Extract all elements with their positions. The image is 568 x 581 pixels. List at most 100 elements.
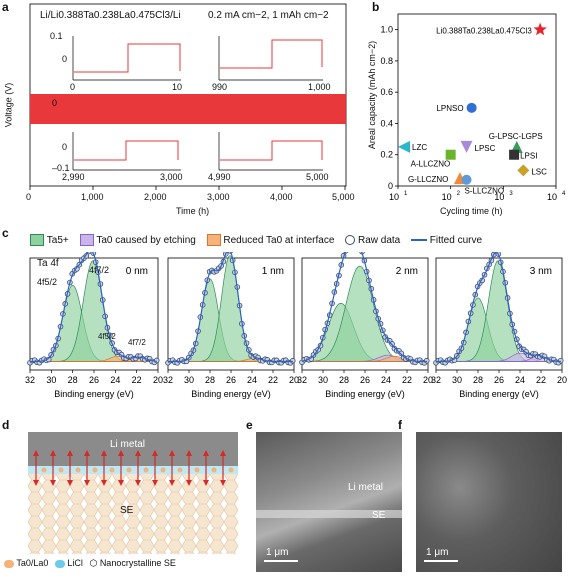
d-ta-particle bbox=[58, 467, 64, 473]
b-point-label: LPSI bbox=[520, 152, 537, 161]
c-annot-4f52: 4f5/2 bbox=[37, 277, 58, 287]
d-arrow-head-up bbox=[67, 450, 73, 456]
inset-top-right bbox=[218, 36, 323, 81]
b-point-lsc bbox=[517, 164, 530, 177]
panel-a-conditions: 0.2 mA cm−2, 1 mAh cm−2 bbox=[208, 10, 329, 21]
panel-c-legend: Ta5+ Ta0 caused by etching Reduced Ta0 a… bbox=[30, 234, 482, 246]
d-arrow-head-up bbox=[50, 450, 56, 456]
d-ta-particle bbox=[109, 467, 115, 473]
c-xtick-label: 32 bbox=[431, 375, 441, 385]
d-ta-particle bbox=[211, 467, 217, 473]
d-arrow-head-up bbox=[169, 450, 175, 456]
c-xlabel: Binding energy (eV) bbox=[459, 389, 539, 399]
d-arrow-head-down bbox=[33, 480, 39, 486]
b-ytick-label: 0.6 bbox=[380, 87, 393, 97]
a-inset2-ytick-low: –0.1 bbox=[52, 163, 70, 173]
c-xlabel: Binding energy (eV) bbox=[54, 389, 134, 399]
b-xtick-exp: 3 bbox=[509, 191, 513, 197]
c-depth-label: 2 nm bbox=[396, 266, 418, 277]
c-xtick-label: 32 bbox=[297, 375, 307, 385]
e-li-metal: Li metal bbox=[348, 482, 384, 493]
legend-fit-swatch bbox=[411, 239, 427, 241]
licl-swatch bbox=[54, 559, 65, 568]
sem-image-e: Li metal SE 1 μm bbox=[256, 432, 402, 572]
d-arrow-head-up bbox=[186, 450, 192, 456]
d-legend-0: Ta0/La0 bbox=[16, 558, 49, 568]
d-arrow-head-down bbox=[152, 480, 158, 486]
c-xtick-label: 20 bbox=[153, 375, 163, 385]
b-point-label: LSC bbox=[531, 167, 547, 176]
a-xtick-2: 2,000 bbox=[144, 192, 167, 202]
c-xtick-label: 20 bbox=[557, 375, 567, 385]
b-ytick-label: 0.2 bbox=[380, 150, 393, 160]
inset-bottom-left bbox=[72, 132, 181, 171]
c-annot-4f72-b: 4f7/2 bbox=[128, 338, 146, 347]
legend-etch: Ta0 caused by etching bbox=[96, 234, 196, 246]
d-arrow-head-up bbox=[118, 450, 124, 456]
hexagon-icon: ⬡ bbox=[89, 558, 98, 568]
b-point-s-llczno bbox=[461, 174, 472, 185]
b-ytick-label: 0.8 bbox=[380, 56, 393, 66]
b-ytick-label: 1.0 bbox=[380, 25, 393, 35]
a-tl-1: 10 bbox=[172, 82, 183, 92]
inset-bottom-right bbox=[218, 132, 323, 171]
panel-a-xlabel: Time (h) bbox=[176, 206, 210, 216]
b-point-label: LPNSO bbox=[436, 104, 463, 113]
d-arrow-head-up bbox=[152, 450, 158, 456]
d-arrow-head-down bbox=[135, 480, 141, 486]
b-frame bbox=[397, 13, 557, 187]
a-tl-0: 0 bbox=[70, 82, 76, 92]
panel-a-voltage-band bbox=[30, 94, 346, 124]
e-se: SE bbox=[372, 510, 386, 521]
c-depth-label: 0 nm bbox=[126, 266, 148, 277]
d-arrow-head-up bbox=[203, 450, 209, 456]
c-xtick-label: 30 bbox=[184, 375, 194, 385]
a-xtick-0: 0 bbox=[26, 192, 32, 202]
c-annot-ta4f: Ta 4f bbox=[37, 258, 59, 269]
li-metal-layer bbox=[28, 432, 238, 466]
c-xtick-label: 32 bbox=[25, 375, 35, 385]
c-xtick-label: 28 bbox=[339, 375, 349, 385]
a-inset-ytick-top: 0.1 bbox=[50, 31, 63, 41]
c-xtick-label: 28 bbox=[473, 375, 483, 385]
legend-etch-swatch bbox=[79, 234, 94, 246]
c-fitted-curve bbox=[301, 252, 427, 363]
c-raw-point bbox=[153, 357, 160, 364]
a-tr-1: 1,000 bbox=[308, 82, 331, 92]
c-xtick-label: 20 bbox=[289, 375, 299, 385]
inset-top-left bbox=[72, 36, 181, 81]
legend-reduced: Reduced Ta0 at interface bbox=[223, 234, 335, 246]
c-xtick-label: 24 bbox=[247, 375, 257, 385]
a-xtick-3: 3,000 bbox=[207, 192, 230, 202]
a-xtick-5: 5,000 bbox=[332, 192, 355, 202]
legend-raw: Raw data bbox=[357, 234, 401, 246]
panel-c-chart: 32 30 28 26 24 22 20 Binding energy (eV) 0 nm 32 3… bbox=[25, 252, 567, 399]
a-main-ytick-0: 0 bbox=[52, 98, 58, 108]
d-ta-particle bbox=[92, 467, 98, 473]
b-ytick-label: 0 bbox=[388, 181, 393, 191]
interface-line bbox=[256, 510, 402, 518]
b-point-lzc bbox=[398, 140, 411, 153]
c-xtick-label: 28 bbox=[68, 375, 78, 385]
panel-b-letter: b bbox=[372, 0, 380, 14]
d-arrow-head-down bbox=[186, 480, 192, 486]
c-xtick-label: 24 bbox=[381, 375, 391, 385]
panel-b-chart: 0 0.2 0.4 0.6 0.8 1.0 10 1 10 2 10 3 10 4 Li0.388Ta0.2… bbox=[380, 13, 566, 202]
d-arrow-head-down bbox=[50, 480, 56, 486]
panel-c-letter: c bbox=[2, 226, 9, 240]
panel-e-letter: e bbox=[246, 418, 253, 432]
d-ta-particle bbox=[41, 467, 47, 473]
c-xtick-label: 28 bbox=[205, 375, 215, 385]
e-scale: 1 μm bbox=[266, 547, 289, 558]
d-ta-particle bbox=[160, 467, 166, 473]
se-layer bbox=[28, 474, 238, 554]
c-xtick-label: 22 bbox=[268, 375, 278, 385]
f-scale-bar bbox=[424, 560, 458, 562]
legend-ta5: Ta5+ bbox=[46, 234, 69, 246]
b-point-li0-388ta0-238la0-475cl3 bbox=[533, 22, 547, 36]
f-scale: 1 μm bbox=[426, 547, 449, 558]
d-arrow-head-down bbox=[220, 480, 226, 486]
c-xtick-label: 26 bbox=[494, 375, 504, 385]
d-arrow-head-down bbox=[118, 480, 124, 486]
c-fitted-curve bbox=[29, 252, 157, 363]
